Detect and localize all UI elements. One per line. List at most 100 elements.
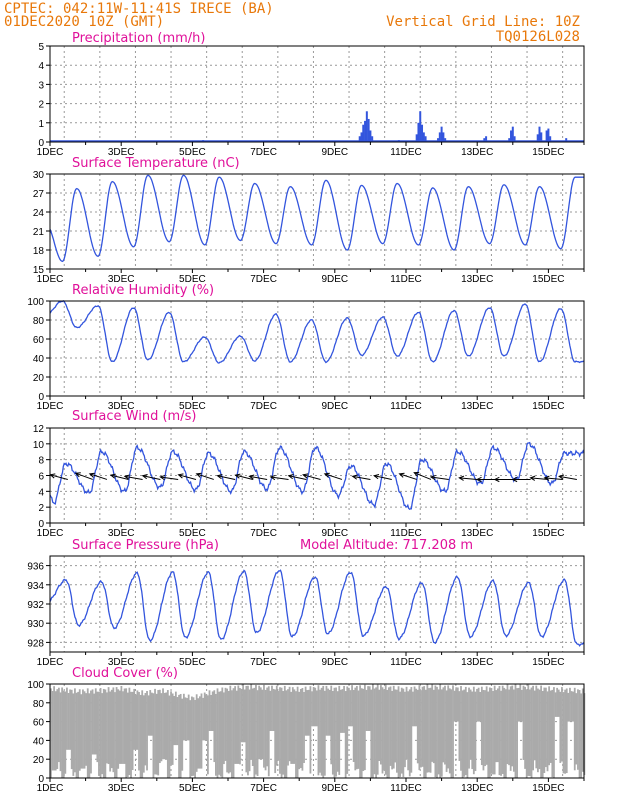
cloud-bar: [210, 694, 212, 731]
cloud-bar: [479, 691, 482, 722]
precip-bar: [442, 132, 445, 142]
cloud-bar: [466, 692, 469, 778]
cloud-bar: [447, 685, 450, 769]
cloud-bar: [545, 687, 547, 768]
cloud-bar: [197, 698, 200, 769]
cloud-bar: [299, 688, 302, 769]
cloud-bar: [248, 689, 251, 772]
cloud-bar: [492, 691, 494, 775]
temperature-title: Surface Temperature (nC): [72, 156, 240, 171]
cloud-bar: [317, 685, 320, 776]
precip-bar: [545, 130, 548, 142]
wind-arrow: [544, 477, 563, 480]
cloud-bar: [198, 696, 201, 769]
plot-frame: [49, 173, 585, 270]
cloud-bar: [426, 684, 429, 773]
cloud-bar: [80, 694, 83, 769]
cloud-bar: [182, 693, 185, 741]
cloud-bar: [546, 691, 549, 772]
cloud-bar: [381, 687, 384, 774]
cloud-bar: [216, 688, 219, 778]
cloud-bar: [404, 691, 406, 768]
cloud-bar: [418, 685, 421, 771]
cloud-bar: [413, 686, 416, 727]
wind-arrow-head: [74, 472, 81, 478]
cloud-bar: [503, 687, 506, 778]
cloud-bar: [336, 691, 339, 772]
cloud-bar: [562, 692, 565, 774]
cloud-bar: [341, 689, 344, 733]
cloud-bar: [455, 687, 458, 722]
cloud-bar: [243, 689, 246, 743]
precip-bar: [422, 132, 425, 142]
y-tick-label: 12: [33, 424, 45, 435]
cloud-bar: [458, 691, 461, 761]
wind-arrow-head: [88, 472, 95, 478]
precip-bar: [371, 136, 374, 142]
x-tick-label: 15DEC: [532, 274, 564, 285]
cloud-bar: [493, 685, 496, 775]
precip-bar: [511, 126, 514, 142]
cloud-bar: [557, 689, 560, 717]
wind-arrow-head: [248, 474, 255, 480]
x-tick-label: 15DEC: [532, 783, 564, 794]
wind-arrow-head: [398, 472, 405, 478]
wind-arrow: [374, 475, 392, 480]
cloud-bar: [428, 688, 430, 773]
cloud-bar: [410, 687, 413, 773]
cloud-bar: [437, 689, 440, 775]
x-tick-label: 9DEC: [321, 147, 348, 158]
x-tick-label: 11DEC: [390, 783, 422, 794]
cloud-bar: [67, 693, 70, 750]
y-tick-label: 80: [33, 316, 45, 327]
cloud-bar: [285, 690, 288, 778]
plot-frame: [49, 427, 585, 524]
cloud-bar: [375, 687, 378, 778]
cloud-bar: [343, 685, 345, 733]
cloud-bar: [283, 685, 286, 778]
cloud-bar: [88, 693, 91, 778]
cloud-bar: [344, 691, 347, 778]
series-line: [49, 300, 585, 364]
cloud-bar: [397, 686, 400, 778]
cloud-bar: [378, 689, 381, 761]
wind-arrow: [249, 475, 268, 480]
cloud-bar: [56, 689, 59, 769]
cloud-bar: [78, 689, 81, 771]
cloud-bar: [420, 690, 422, 768]
cloud-bar: [538, 689, 541, 770]
cloud-bar: [290, 691, 293, 764]
precip-bar: [485, 136, 488, 142]
cloud-bar: [221, 687, 224, 778]
cloud-bar: [471, 691, 474, 770]
cloud-bar: [330, 685, 333, 765]
x-tick-label: 13DEC: [461, 783, 493, 794]
cloud-bar: [215, 693, 217, 776]
x-tick-label: 15DEC: [532, 657, 564, 668]
cloud-bar: [50, 688, 52, 778]
cloud-bar: [386, 689, 389, 778]
cloud-bar: [400, 687, 403, 774]
y-tick-label: 932: [27, 600, 44, 611]
cloud-bar: [208, 690, 211, 731]
cloud-bar: [83, 691, 86, 769]
cloud-bar: [234, 686, 237, 764]
cloud-bar: [211, 691, 214, 731]
series-line: [49, 441, 585, 510]
cloud-bar: [468, 687, 470, 769]
cloud-bar: [195, 694, 198, 772]
cloud-bar: [436, 686, 438, 778]
cloud-bar: [432, 689, 435, 764]
cloud-bar: [416, 689, 419, 764]
y-tick-label: 6: [38, 472, 44, 483]
cloud-bar: [239, 688, 241, 765]
y-tick-label: 15: [33, 265, 45, 276]
cloud-bar: [223, 692, 225, 765]
cloud-bar: [309, 686, 312, 774]
cloud-bar: [176, 697, 179, 746]
cloud-bar: [62, 690, 65, 778]
cloud-bar: [565, 688, 568, 774]
y-tick-label: 100: [27, 297, 44, 308]
wind-arrow-head: [543, 475, 550, 481]
cloud-bar: [331, 690, 334, 775]
